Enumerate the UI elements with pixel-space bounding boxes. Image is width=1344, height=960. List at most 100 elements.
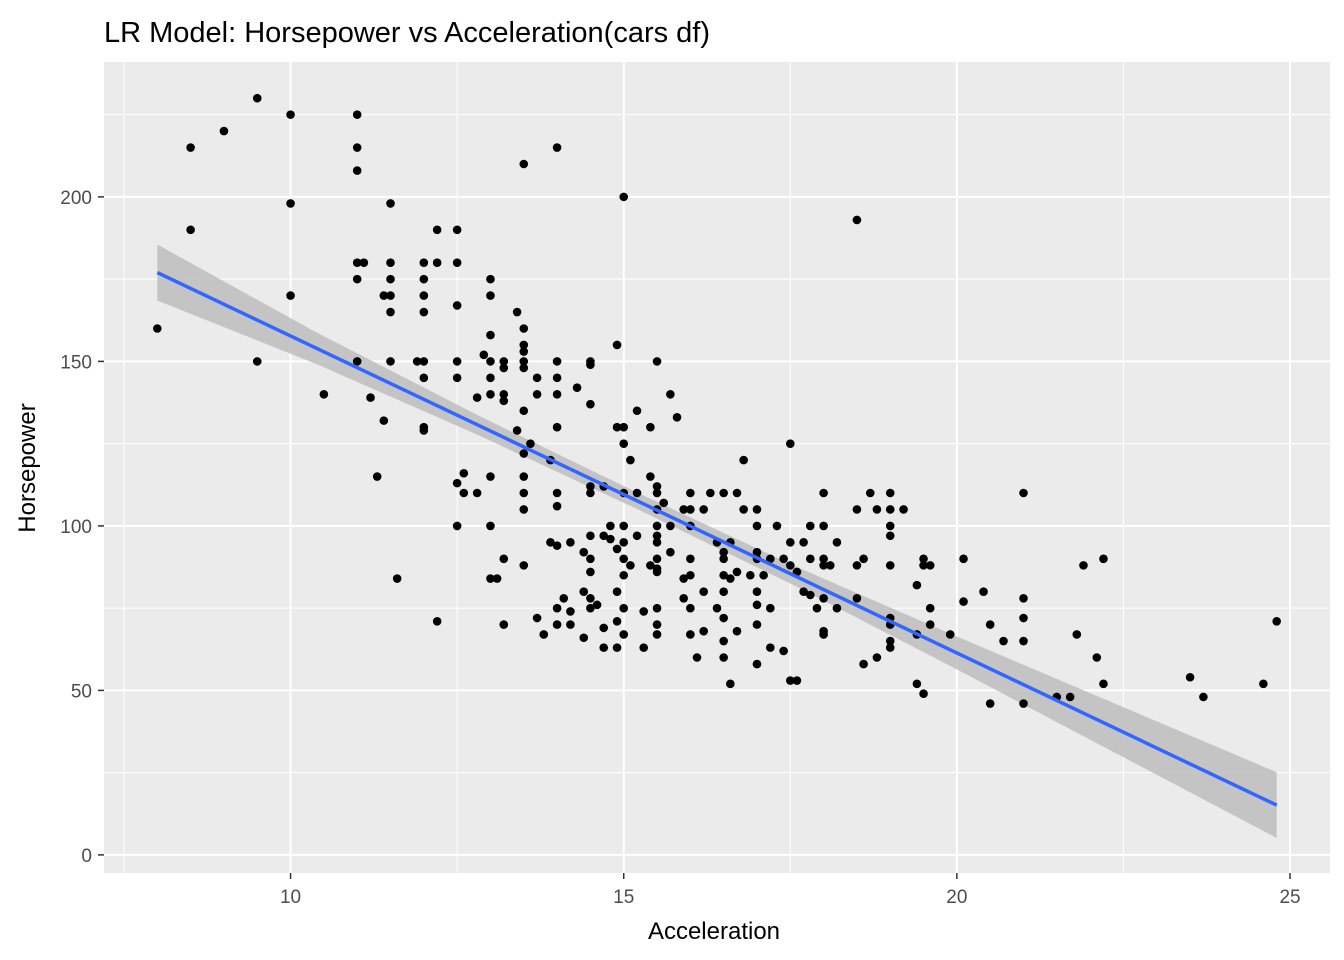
data-point (286, 199, 295, 208)
data-point (379, 416, 389, 425)
data-point (499, 363, 509, 373)
data-point (552, 143, 562, 152)
data-point (859, 659, 868, 669)
data-point (652, 482, 662, 491)
data-point (579, 547, 589, 557)
data-point (412, 357, 422, 366)
data-point (759, 570, 768, 580)
data-point (452, 478, 462, 488)
data-point (552, 389, 562, 399)
data-point (1185, 672, 1195, 682)
data-point (626, 561, 635, 570)
data-point (752, 547, 762, 557)
data-point (352, 357, 362, 366)
data-point (852, 215, 862, 225)
data-point (519, 159, 529, 169)
data-point (499, 389, 509, 399)
data-point (452, 373, 462, 383)
chart-title: LR Model: Horsepower vs Acceleration(car… (104, 17, 710, 49)
data-point (572, 383, 582, 393)
data-point (372, 472, 382, 481)
data-point (819, 521, 828, 531)
data-point (352, 143, 362, 152)
data-point (499, 396, 509, 406)
data-point (732, 488, 742, 498)
data-point (526, 439, 535, 448)
data-point (919, 561, 928, 570)
data-point (499, 357, 509, 366)
data-point (752, 505, 762, 514)
data-point (779, 554, 788, 564)
data-point (912, 679, 922, 689)
data-point (452, 357, 462, 366)
data-point (1019, 699, 1028, 708)
data-point (646, 422, 655, 432)
data-point (552, 603, 562, 613)
data-point (746, 570, 755, 580)
data-point (652, 620, 662, 629)
data-point (452, 521, 462, 531)
data-point (852, 505, 862, 514)
data-point (626, 455, 635, 465)
data-point (752, 659, 762, 669)
data-point (486, 472, 495, 481)
data-point (252, 357, 262, 366)
data-point (432, 258, 442, 267)
data-point (472, 488, 482, 498)
data-point (785, 676, 795, 685)
data-point (785, 561, 795, 570)
data-point (632, 531, 642, 541)
data-point (652, 567, 662, 577)
x-axis-title: Acceleration (648, 918, 780, 945)
data-point (619, 521, 629, 531)
data-point (925, 603, 935, 613)
data-point (519, 340, 529, 350)
data-point (419, 373, 429, 383)
data-point (919, 554, 928, 564)
data-point (419, 426, 429, 435)
data-point (679, 593, 688, 603)
data-point (732, 567, 742, 577)
data-point (519, 488, 529, 498)
data-point (546, 538, 555, 547)
data-point (519, 472, 529, 481)
data-point (599, 623, 609, 633)
data-point (486, 330, 495, 340)
data-point (819, 554, 828, 564)
data-point (785, 439, 795, 448)
data-point (612, 643, 622, 652)
data-point (586, 482, 595, 491)
data-point (1092, 653, 1102, 662)
y-tick-label: 150 (60, 352, 92, 373)
y-axis-ticks: 0 50 100 150 200 (60, 188, 104, 867)
data-point (719, 613, 728, 623)
data-point (319, 389, 329, 399)
data-point (386, 357, 395, 366)
data-point (612, 617, 622, 626)
data-point (579, 633, 589, 643)
data-point (612, 587, 622, 596)
y-tick-label: 0 (81, 846, 92, 867)
data-point (486, 274, 495, 284)
regression-line (156, 270, 1278, 807)
data-point (646, 472, 655, 481)
data-point (805, 590, 815, 600)
data-point (825, 561, 835, 570)
data-point (719, 488, 728, 498)
data-point (652, 521, 662, 531)
data-point (552, 357, 562, 366)
data-point (686, 505, 695, 514)
data-point (512, 426, 522, 435)
data-point (785, 538, 795, 547)
data-point (885, 521, 895, 531)
data-point (559, 593, 569, 603)
data-point (419, 307, 429, 317)
data-point (686, 488, 695, 498)
data-point (646, 561, 655, 570)
data-point (959, 554, 968, 564)
data-point (552, 422, 562, 432)
data-point (699, 626, 708, 636)
data-point (586, 554, 595, 564)
data-point (1019, 613, 1028, 623)
data-point (352, 110, 362, 119)
